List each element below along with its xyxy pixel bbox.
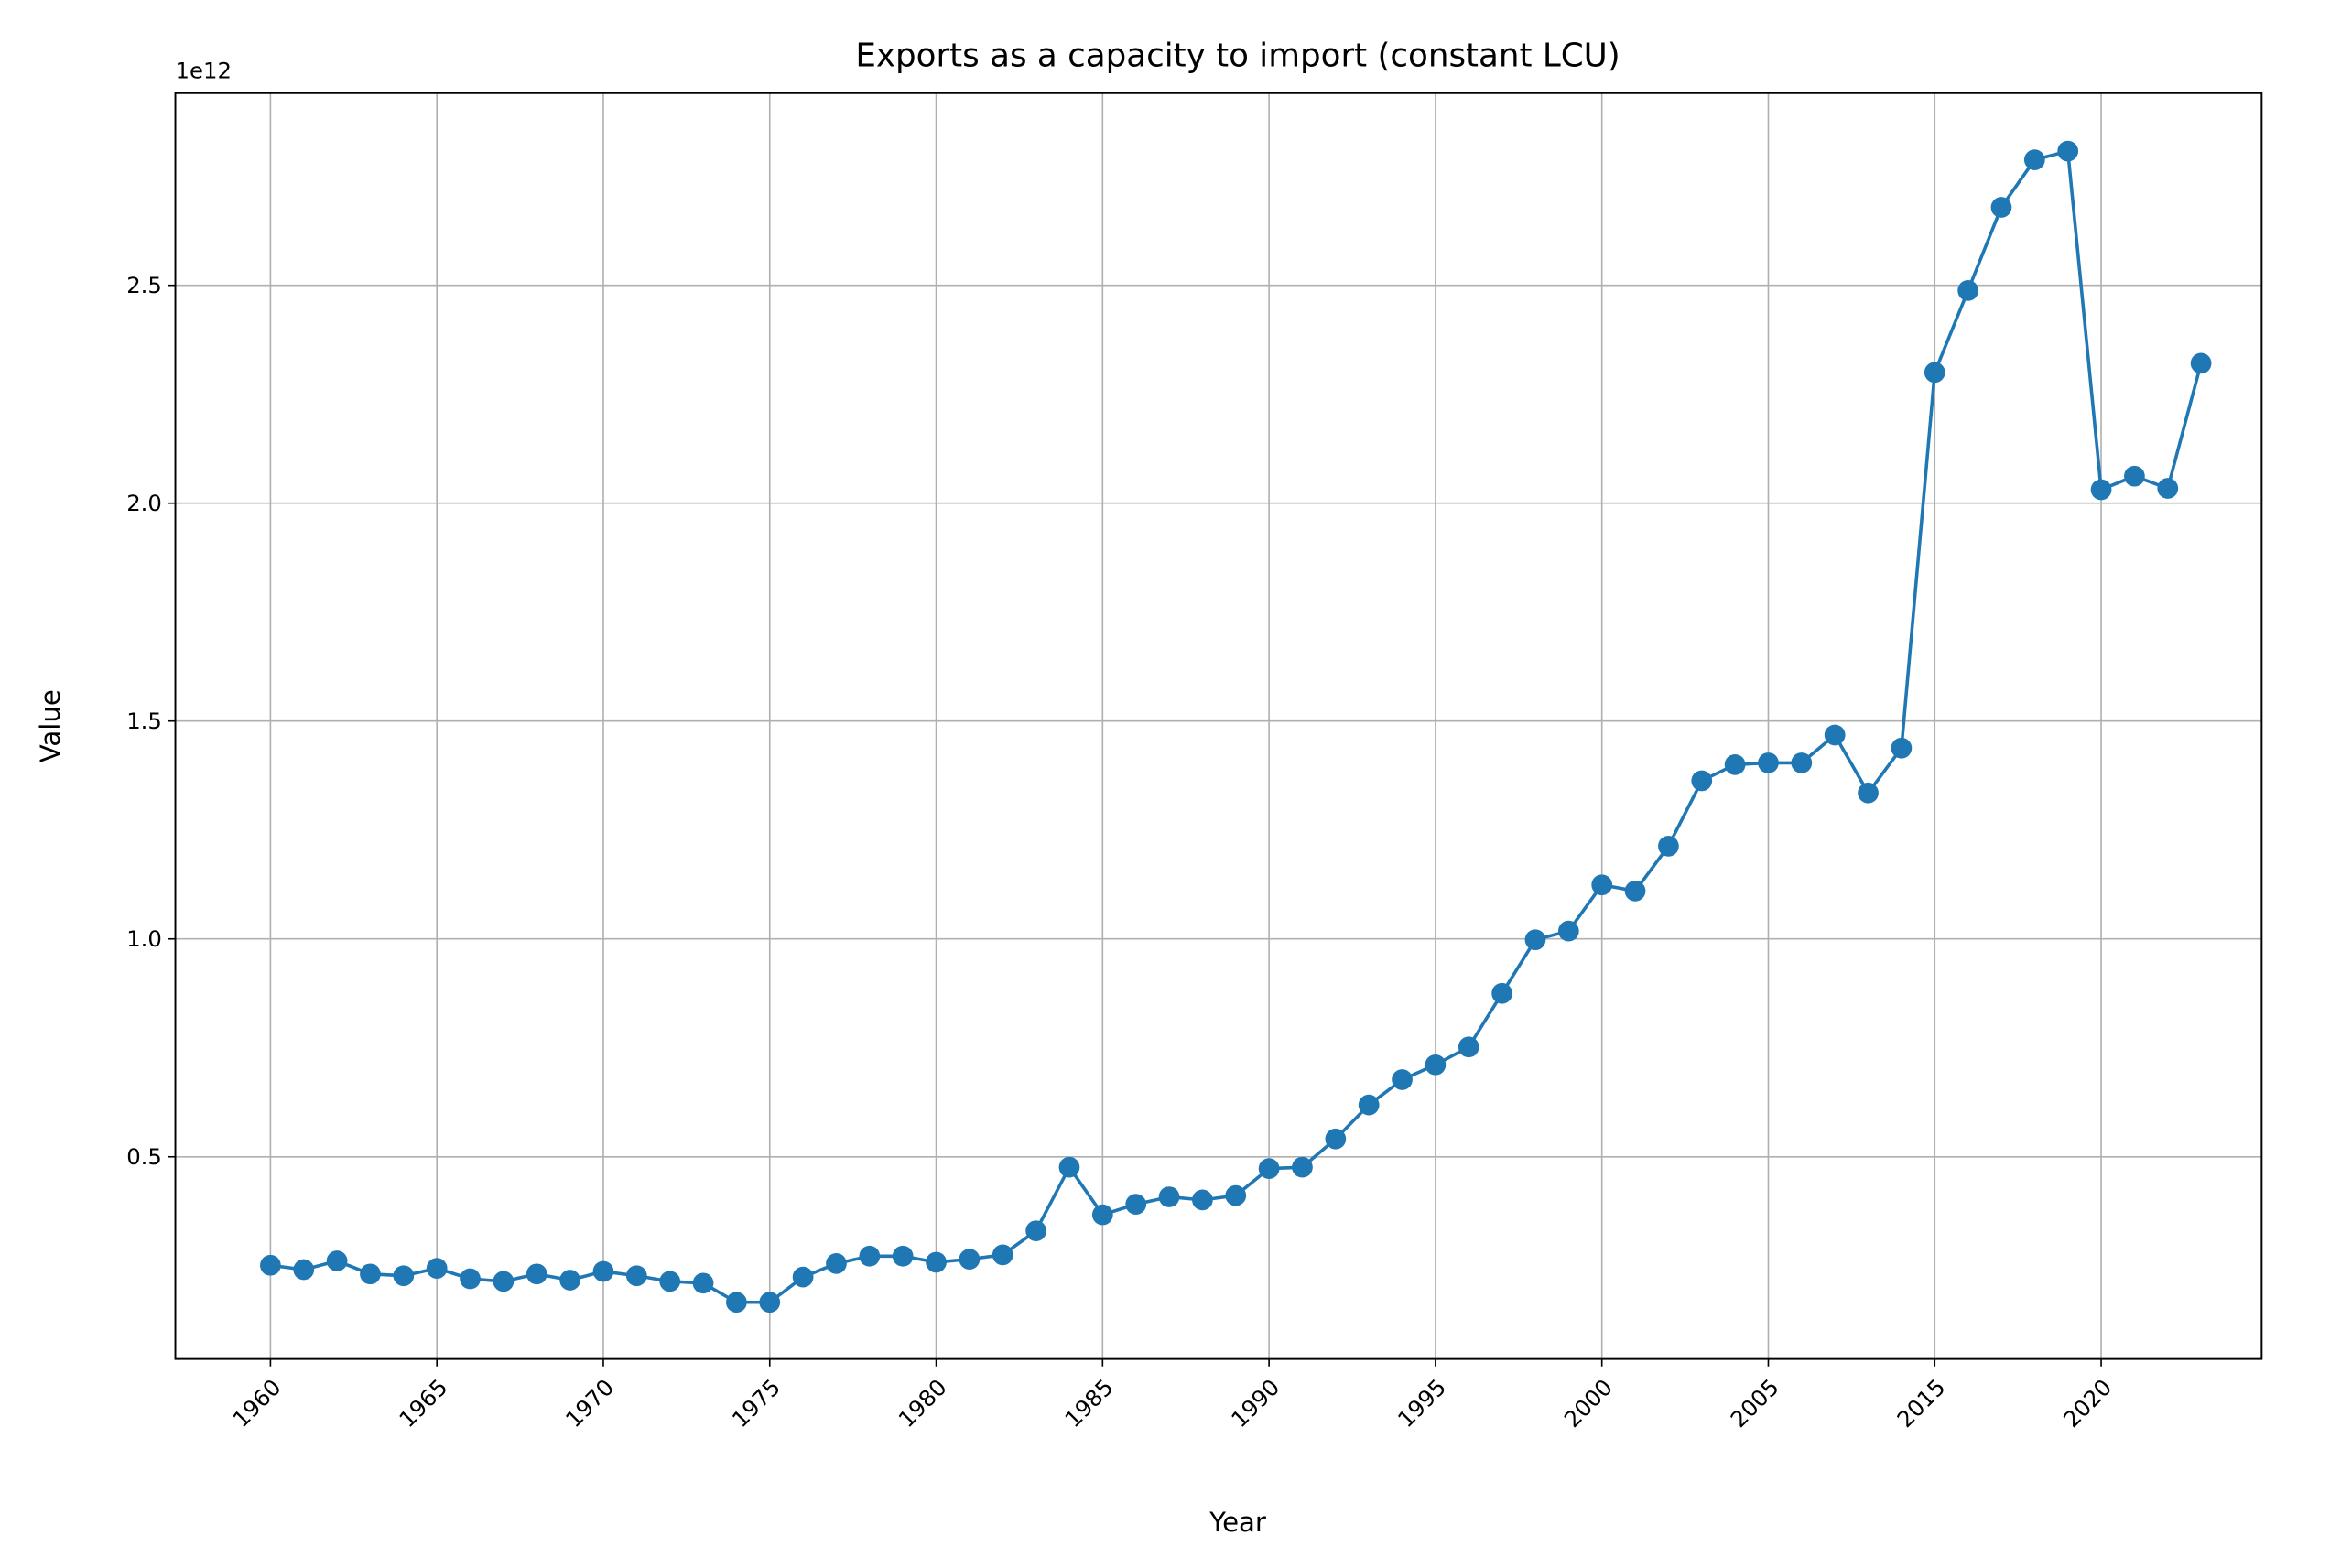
data-point <box>1425 1054 1447 1076</box>
data-point <box>1957 280 1978 301</box>
data-point <box>1091 1204 1113 1226</box>
data-point <box>1591 874 1613 896</box>
x-axis-label: Year <box>1208 1507 1266 1538</box>
x-tick-label: 2015 <box>1891 1374 1950 1433</box>
data-point <box>260 1254 281 1276</box>
x-tick-label: 1985 <box>1059 1374 1118 1433</box>
data-point <box>1025 1220 1046 1242</box>
data-point <box>2090 479 2112 501</box>
x-tick-label: 2000 <box>1559 1374 1618 1433</box>
data-point <box>992 1244 1013 1266</box>
y-tick-label: 2.5 <box>126 272 162 298</box>
data-point <box>1990 197 2012 218</box>
series-line <box>270 148 2203 1304</box>
data-point <box>493 1271 515 1292</box>
data-point <box>1491 982 1512 1004</box>
data-point <box>1524 929 1546 951</box>
data-point <box>759 1292 781 1314</box>
grid: 0.5 1.0 1.5 2.0 2.5 1960 1965 1970 1975 1980 1985 1… <box>126 92 2262 1433</box>
data-point <box>1758 752 1779 773</box>
data-point <box>1225 1184 1247 1206</box>
data-point <box>2157 478 2179 499</box>
data-point <box>1158 1186 1180 1207</box>
data-point <box>1658 835 1679 857</box>
data-point <box>1557 920 1579 942</box>
data-point <box>2190 352 2212 374</box>
data-point <box>1858 782 1879 804</box>
data-point <box>692 1272 714 1294</box>
data-point <box>426 1258 448 1279</box>
data-point <box>559 1270 580 1291</box>
data-point <box>1258 1158 1280 1179</box>
data-point <box>360 1263 381 1285</box>
data-point <box>460 1268 481 1290</box>
x-tick-label: 1990 <box>1226 1374 1284 1433</box>
data-point <box>926 1251 947 1273</box>
x-tick-label: 1980 <box>893 1374 951 1433</box>
data-point <box>1125 1194 1147 1216</box>
y-tick-label: 1.5 <box>126 708 162 734</box>
data-point <box>959 1249 981 1270</box>
data-point <box>2124 465 2145 487</box>
data-point <box>1458 1036 1479 1058</box>
data-point <box>293 1259 315 1281</box>
plot-frame <box>174 92 2263 1360</box>
x-tick-label: 2020 <box>2058 1374 2117 1433</box>
data-point <box>1624 881 1646 902</box>
data-point <box>2057 140 2079 162</box>
x-tick-label: 1970 <box>560 1374 619 1433</box>
data-point <box>1292 1156 1313 1178</box>
data-point <box>1824 724 1846 746</box>
data-point <box>1325 1128 1347 1150</box>
plot <box>260 140 2212 1314</box>
y-tick-label: 1.0 <box>126 925 162 952</box>
x-tick-label: 1965 <box>394 1374 452 1433</box>
data-point <box>1392 1069 1413 1090</box>
x-tick-label: 1960 <box>227 1374 286 1433</box>
data-point <box>892 1245 914 1267</box>
data-point <box>526 1263 547 1285</box>
data-point <box>726 1292 747 1314</box>
data-point <box>1192 1189 1213 1211</box>
y-tick-label: 2.0 <box>126 490 162 516</box>
data-point <box>1724 753 1746 775</box>
data-point <box>2023 149 2045 170</box>
x-tick-label: 2005 <box>1725 1374 1783 1433</box>
data-point <box>1791 752 1813 773</box>
y-offset-label: 1e12 <box>176 58 232 84</box>
data-point <box>625 1265 647 1287</box>
data-point <box>826 1253 847 1274</box>
data-point <box>592 1260 614 1282</box>
data-point <box>659 1271 681 1292</box>
data-point <box>792 1266 814 1288</box>
data-point <box>859 1245 881 1267</box>
data-point <box>1924 362 1945 384</box>
x-tick-label: 1995 <box>1393 1374 1451 1433</box>
data-point <box>1691 770 1713 792</box>
data-point <box>326 1250 348 1271</box>
x-tick-label: 1975 <box>727 1374 786 1433</box>
y-axis-label: Value <box>35 689 66 762</box>
y-tick-label: 0.5 <box>126 1143 162 1170</box>
data-point <box>1358 1094 1380 1116</box>
data-point <box>1891 737 1913 759</box>
data-point <box>393 1265 415 1287</box>
data-point <box>1058 1156 1080 1178</box>
chart-title: Exports as a capacity to import (constan… <box>855 38 1620 75</box>
